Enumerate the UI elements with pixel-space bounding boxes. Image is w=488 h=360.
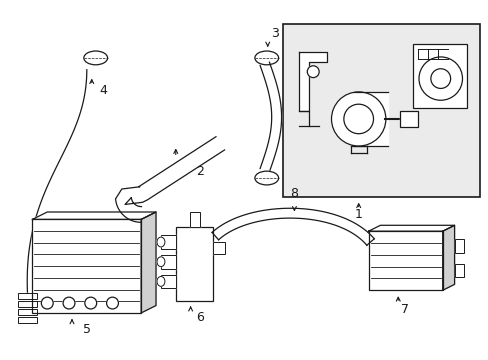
Ellipse shape (254, 171, 278, 185)
Ellipse shape (331, 92, 385, 146)
Polygon shape (141, 212, 156, 313)
Bar (175, 227, 213, 301)
Bar (399, 111, 417, 127)
Circle shape (418, 57, 462, 100)
Bar (454, 264, 464, 278)
Text: 1: 1 (354, 208, 362, 221)
Bar (161, 275, 175, 288)
Bar (454, 264, 464, 278)
Bar (161, 255, 175, 269)
Text: 5: 5 (82, 323, 91, 336)
Text: 7: 7 (400, 303, 408, 316)
Text: 3: 3 (270, 27, 278, 40)
Bar (412, 44, 467, 108)
Bar (32, 219, 141, 313)
Bar (18, 309, 37, 315)
Bar (32, 219, 141, 313)
Bar (353, 93, 387, 145)
Polygon shape (32, 212, 156, 219)
Bar (161, 255, 175, 269)
Bar (18, 293, 37, 299)
Text: 4: 4 (100, 84, 107, 96)
Polygon shape (115, 137, 224, 222)
Bar (189, 212, 199, 227)
Bar (454, 239, 464, 253)
Polygon shape (442, 225, 454, 290)
Bar (18, 309, 37, 315)
Bar (368, 231, 442, 290)
Circle shape (41, 297, 53, 309)
Circle shape (84, 297, 97, 309)
Circle shape (63, 297, 75, 309)
Circle shape (306, 66, 319, 78)
Bar (282, 24, 479, 197)
Bar (161, 275, 175, 288)
Bar (213, 242, 225, 254)
Bar (18, 317, 37, 323)
Ellipse shape (83, 51, 107, 65)
Bar (454, 239, 464, 253)
Polygon shape (368, 225, 454, 231)
Circle shape (106, 297, 118, 309)
Polygon shape (299, 52, 326, 111)
Circle shape (430, 69, 450, 89)
Bar (189, 212, 199, 227)
Text: 6: 6 (196, 311, 204, 324)
Text: 8: 8 (290, 187, 298, 200)
Bar (412, 44, 467, 108)
Bar (18, 317, 37, 323)
Ellipse shape (157, 276, 164, 286)
Ellipse shape (157, 237, 164, 247)
Bar (161, 235, 175, 249)
Ellipse shape (157, 257, 164, 267)
Bar (18, 293, 37, 299)
Bar (399, 111, 417, 127)
Bar (175, 227, 213, 301)
Bar (213, 242, 225, 254)
Ellipse shape (343, 104, 373, 134)
Ellipse shape (254, 51, 278, 65)
Bar (18, 301, 37, 307)
Bar (18, 301, 37, 307)
Bar (161, 235, 175, 249)
Text: 2: 2 (196, 165, 204, 178)
Polygon shape (260, 62, 281, 172)
Bar (368, 231, 442, 290)
Polygon shape (212, 208, 373, 245)
